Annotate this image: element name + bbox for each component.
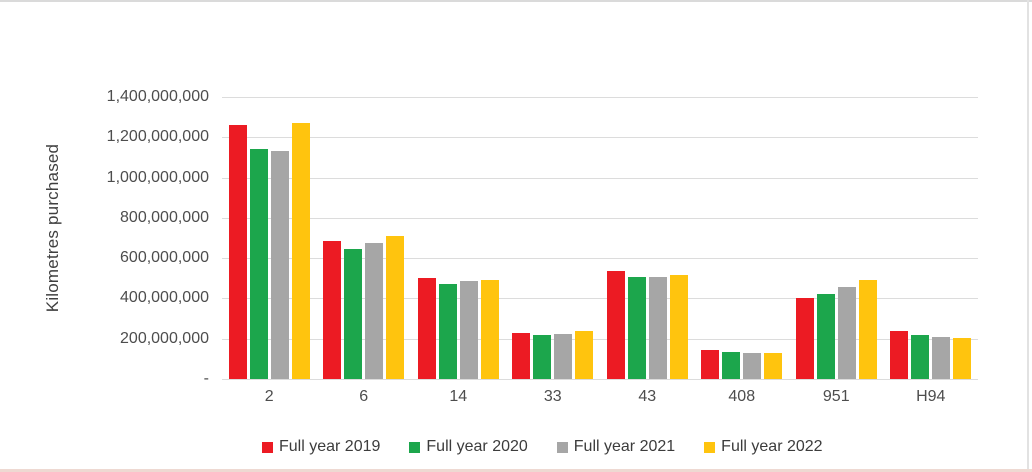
legend-item: Full year 2022 [704, 438, 823, 456]
bar-groups [222, 97, 978, 379]
legend-item: Full year 2019 [262, 438, 380, 456]
x-axis-labels: 2 6 14 33 43 408 951 H94 [222, 388, 978, 406]
x-tick-label: 6 [359, 388, 369, 405]
bar-full-year-2022-2 [291, 123, 310, 379]
bar-full-year-2019-2 [228, 125, 247, 379]
bar-full-year-2019-6 [323, 241, 342, 379]
bar-full-year-2021-6 [365, 243, 384, 379]
bar-full-year-2021-43 [648, 277, 667, 379]
bar-full-year-2020-951 [816, 294, 835, 379]
bar-full-year-2022-951 [858, 280, 877, 379]
bar-group-43 [600, 97, 695, 379]
bar-full-year-2019-14 [417, 278, 436, 379]
bar-full-year-2021-2 [270, 151, 289, 379]
legend-swatch-icon [704, 441, 716, 453]
y-tick-label: 600,000,000 [120, 249, 209, 266]
x-tick-label: 408 [728, 388, 756, 405]
bar-full-year-2021-408 [743, 353, 762, 379]
x-tick-label: 951 [822, 388, 850, 405]
bar-group-408 [695, 97, 790, 379]
bar-full-year-2021-951 [837, 287, 856, 379]
y-axis-title: Kilometres purchased [43, 143, 63, 313]
bar-group-H94 [884, 97, 979, 379]
y-tick-label: 1,400,000,000 [106, 88, 209, 105]
bar-full-year-2021-H94 [932, 337, 951, 379]
y-tick-label: 800,000,000 [120, 209, 209, 226]
legend: Full year 2019 Full year 2020 Full year 20… [262, 438, 823, 456]
legend-swatch-icon [409, 441, 421, 453]
bar-group-6 [317, 97, 412, 379]
legend-label: Full year 2019 [279, 438, 381, 455]
bar-group-33 [506, 97, 601, 379]
x-tick-label: 43 [638, 388, 657, 405]
legend-label: Full year 2021 [573, 438, 676, 455]
legend-item: Full year 2021 [556, 438, 676, 456]
bar-full-year-2020-408 [722, 352, 741, 379]
y-tick-label: - [203, 370, 209, 387]
x-tick-label: 14 [449, 388, 468, 405]
bar-full-year-2019-408 [701, 350, 720, 379]
bar-full-year-2022-H94 [953, 338, 972, 379]
bar-full-year-2020-H94 [911, 335, 930, 379]
bar-full-year-2022-14 [480, 280, 499, 379]
gridline [222, 258, 978, 259]
gridline [222, 97, 978, 98]
legend-label: Full year 2020 [426, 438, 528, 455]
y-tick-label: 400,000,000 [120, 289, 209, 306]
gridline [222, 178, 978, 179]
bar-full-year-2019-33 [512, 333, 531, 379]
bar-full-year-2022-43 [669, 275, 688, 379]
x-axis-baseline [222, 379, 978, 380]
y-axis-title-container: Kilometres purchased [36, 86, 70, 370]
gridline [222, 218, 978, 219]
legend-swatch-icon [262, 441, 273, 453]
x-tick-label: 2 [264, 388, 274, 405]
right-border-line [1027, 0, 1029, 472]
gridline [222, 298, 978, 299]
bar-full-year-2020-14 [438, 284, 457, 379]
x-tick-label: 33 [543, 388, 562, 405]
bar-group-951 [789, 97, 884, 379]
bar-full-year-2020-43 [627, 277, 646, 379]
plot-area: 1,400,000,000 1,200,000,000 1,000,000,000 8… [107, 88, 978, 387]
legend-item: Full year 2020 [409, 438, 528, 456]
bottom-border-line [0, 469, 1032, 472]
bar-full-year-2019-951 [795, 298, 814, 379]
legend-swatch-icon [556, 441, 568, 453]
gridline [222, 137, 978, 138]
bar-group-14 [411, 97, 506, 379]
gridline [222, 339, 978, 340]
legend-label: Full year 2022 [721, 438, 823, 455]
bar-group-2 [222, 97, 317, 379]
top-border-line [0, 0, 1032, 2]
bar-full-year-2019-43 [606, 271, 625, 379]
bar-full-year-2022-408 [764, 353, 783, 379]
bar-full-year-2020-6 [344, 249, 363, 379]
y-tick-label: 1,200,000,000 [106, 128, 209, 145]
x-tick-label: H94 [916, 388, 946, 405]
y-tick-label: 200,000,000 [120, 330, 209, 347]
bar-full-year-2021-14 [459, 281, 478, 379]
bar-full-year-2022-33 [575, 331, 594, 379]
bar-full-year-2020-33 [533, 335, 552, 379]
bar-full-year-2022-6 [386, 236, 405, 379]
bar-full-year-2020-2 [249, 149, 268, 379]
bar-full-year-2019-H94 [890, 331, 909, 379]
y-tick-label: 1,000,000,000 [106, 169, 209, 186]
bar-full-year-2021-33 [554, 334, 573, 379]
